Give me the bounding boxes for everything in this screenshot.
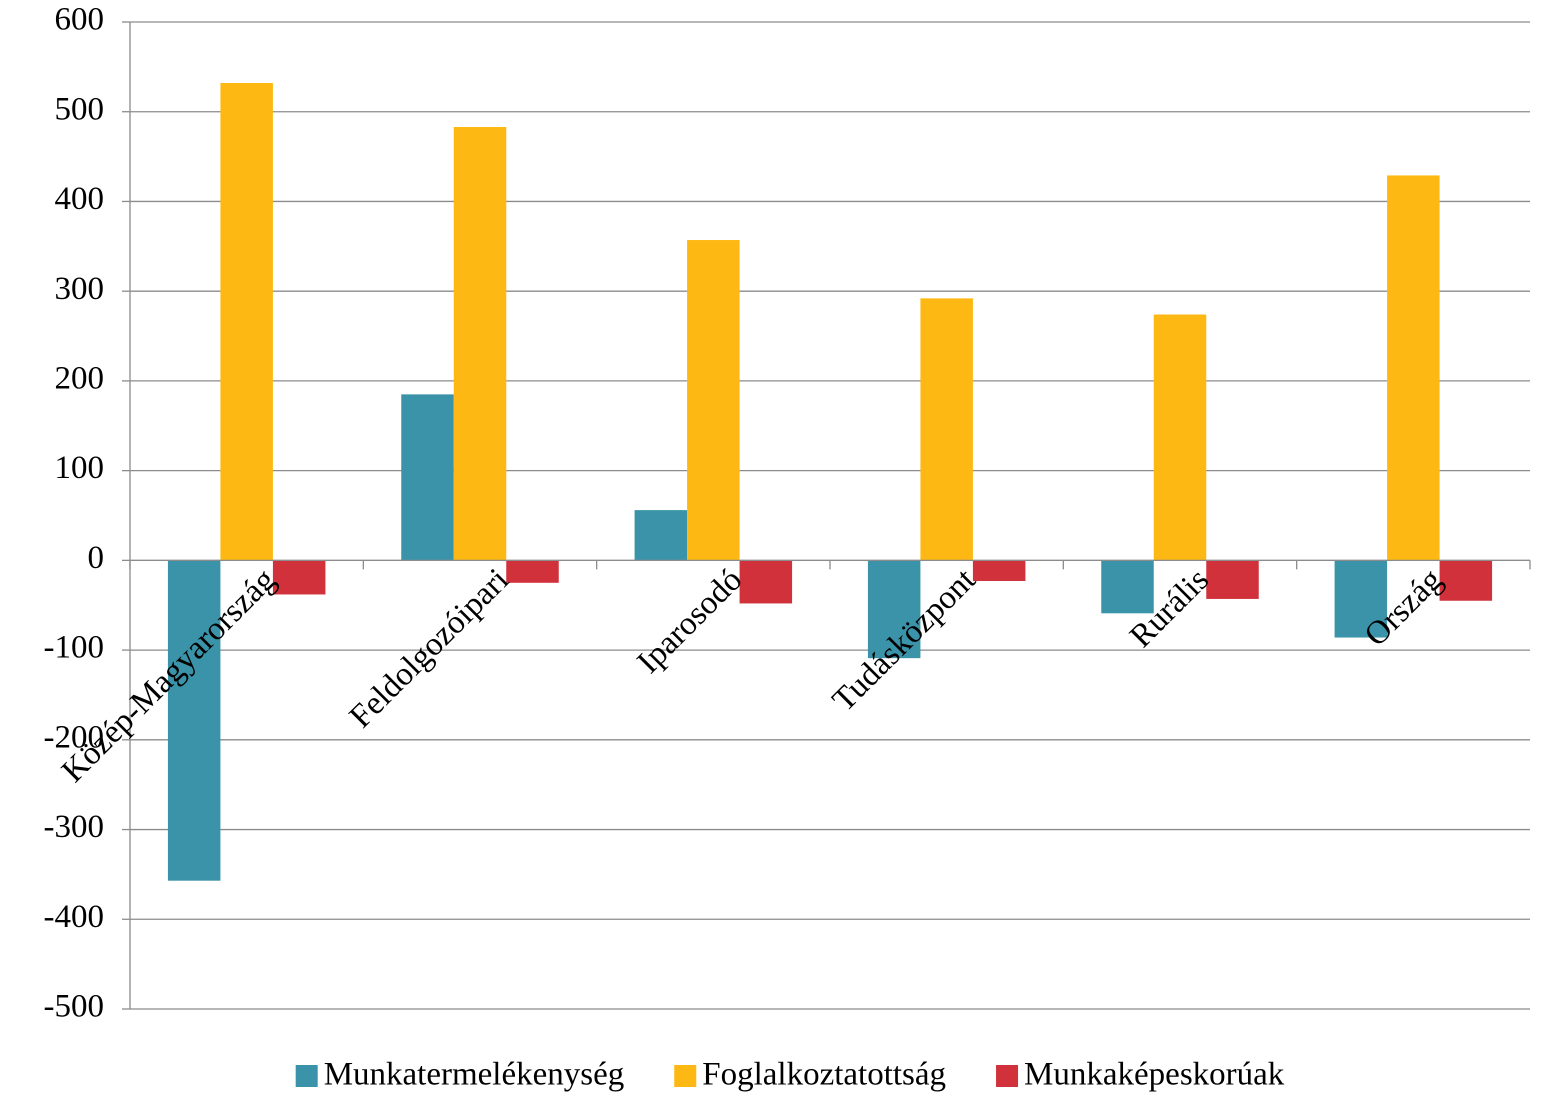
y-tick-label: -400 xyxy=(44,899,105,935)
bar xyxy=(1439,560,1493,601)
bar xyxy=(1387,175,1440,561)
legend-label: Munkatermelékenység xyxy=(324,1057,625,1093)
y-tick-label: 400 xyxy=(55,181,105,217)
bar xyxy=(634,510,688,561)
bar xyxy=(506,560,559,583)
y-tick-label: -300 xyxy=(44,809,105,845)
legend-label: Munkaképeskorúak xyxy=(1024,1057,1285,1093)
bar xyxy=(167,560,221,881)
bar xyxy=(1101,560,1154,614)
legend-swatch xyxy=(295,1065,318,1087)
bar xyxy=(272,560,326,595)
bar xyxy=(1153,314,1207,561)
x-tick-label: Feldolgozóipari xyxy=(343,562,516,735)
bar xyxy=(401,394,454,561)
bar xyxy=(972,560,1026,582)
legend-label: Foglalkoztatottság xyxy=(702,1057,946,1093)
y-tick-label: 600 xyxy=(55,2,105,38)
bar xyxy=(920,298,973,561)
bar xyxy=(687,240,740,561)
y-tick-label: 0 xyxy=(88,540,105,576)
legend: Munkatermelékenység Foglalkoztatottság Mun… xyxy=(295,1057,1285,1093)
y-tick-label: -500 xyxy=(44,989,105,1025)
x-tick-label: Iparosodó xyxy=(631,562,750,681)
bar xyxy=(220,83,273,561)
y-tick-label: -100 xyxy=(44,630,105,666)
legend-swatch xyxy=(674,1065,697,1087)
bar xyxy=(867,560,921,659)
bar xyxy=(739,560,793,604)
y-tick-label: 100 xyxy=(55,450,105,486)
bar xyxy=(1334,560,1388,638)
y-tick-label: -200 xyxy=(44,719,105,755)
y-tick-label: 300 xyxy=(55,271,105,307)
y-tick-label: 200 xyxy=(55,360,105,396)
bar xyxy=(453,126,507,561)
legend-swatch xyxy=(996,1065,1019,1087)
y-tick-label: 500 xyxy=(55,91,105,127)
bar xyxy=(1206,560,1259,599)
